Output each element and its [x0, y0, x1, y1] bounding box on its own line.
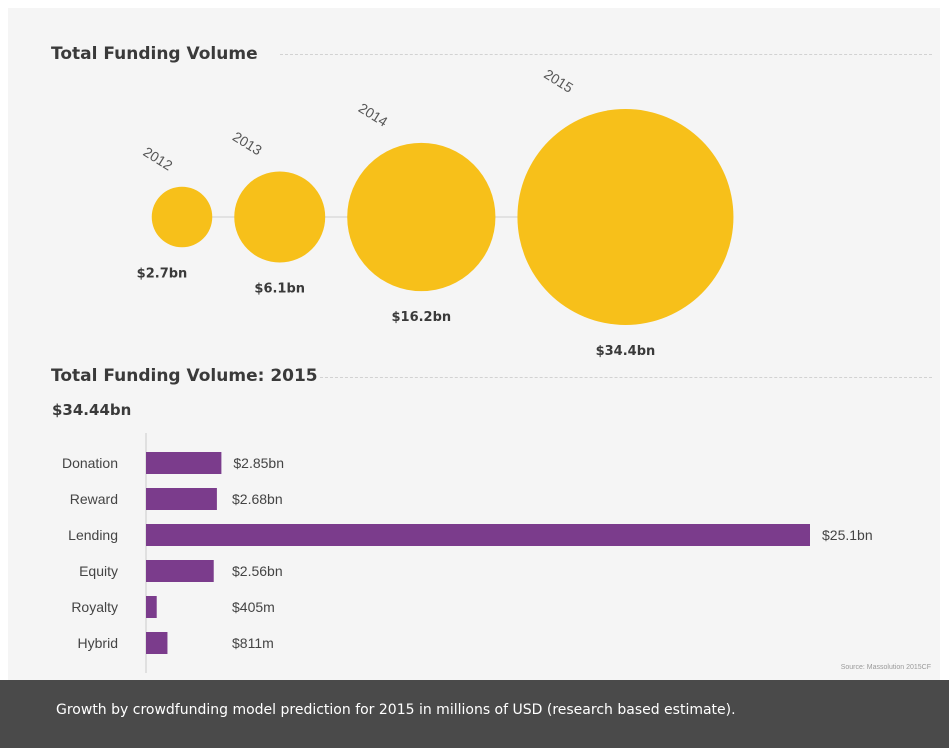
bar-value-label: $2.85bn: [233, 455, 284, 471]
bar-category-label: Reward: [70, 491, 118, 507]
bubble-chart-title: Total Funding Volume: [51, 44, 258, 64]
caption-text: Growth by crowdfunding model prediction …: [56, 702, 736, 718]
section-divider: [320, 377, 932, 378]
bar-chart-title: Total Funding Volume: 2015: [51, 366, 318, 386]
bar-value-label: $811m: [232, 635, 274, 651]
bubble-year-label: 2014: [356, 100, 391, 130]
bubble-value-label: $34.4bn: [596, 344, 656, 359]
bubble-year-label: 2015: [541, 66, 576, 96]
bar-royalty: [146, 596, 157, 618]
bubble-value-label: $2.7bn: [137, 266, 188, 281]
bar-hybrid: [146, 632, 168, 654]
bar-donation: [146, 452, 222, 474]
bar-value-label: $2.68bn: [232, 491, 283, 507]
section-divider: [280, 54, 932, 55]
bar-value-label: $25.1bn: [822, 527, 873, 543]
bubble-2015: [517, 109, 734, 325]
bar-value-label: $2.56bn: [232, 563, 283, 579]
bar-lending: [146, 524, 810, 546]
bubble-year-label: 2013: [230, 128, 265, 158]
total-funding-value: $34.44bn: [52, 401, 132, 419]
bar-reward: [146, 488, 217, 510]
bar-category-label: Lending: [68, 527, 118, 543]
bar-chart: Donation $2.85bn Reward $2.68bn Lending $25.1…: [62, 433, 873, 673]
bubble-value-label: $6.1bn: [254, 281, 305, 296]
bar-equity: [146, 560, 214, 582]
bubble-value-label: $16.2bn: [391, 310, 451, 325]
caption-bar: Growth by crowdfunding model prediction …: [0, 680, 949, 748]
bubble-year-label: 2012: [141, 143, 176, 173]
bubble-2012: [151, 186, 213, 248]
bubble-2013: [234, 171, 326, 263]
bar-category-label: Royalty: [71, 599, 118, 615]
bubble-2014: [347, 142, 496, 292]
bubble-chart: 2012 $2.7bn 2013 $6.1bn 2014 $16.2bn 2015 $34.4…: [137, 66, 734, 359]
bar-category-label: Equity: [79, 563, 118, 579]
bar-value-label: $405m: [232, 599, 275, 615]
source-note: Source: Massolution 2015CF: [840, 664, 931, 671]
bar-category-label: Donation: [62, 455, 118, 471]
bar-category-label: Hybrid: [78, 635, 118, 651]
